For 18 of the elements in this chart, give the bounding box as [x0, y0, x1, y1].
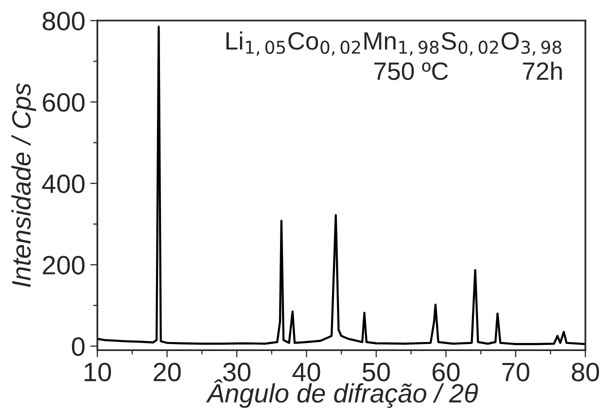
text: Li$_{1,05}$Co$_{0,02}$Mn$_{1,98}$S$_{0,02}$O$_{3,98}$	[226, 31, 562, 56]
annotation: 750 ºC	[374, 62, 448, 80]
y-tick-label: 0	[72, 337, 85, 356]
y-tick-label: 400	[42, 174, 85, 194]
x-tick-label: 20	[154, 362, 181, 382]
y-tick-label: 200	[42, 256, 85, 275]
annotation: 72h	[522, 62, 562, 80]
y-tick-label: 800	[42, 12, 85, 30]
y-tick-label: 600	[42, 93, 85, 112]
x-tick-label: 40	[292, 362, 320, 382]
x-tick-label: 30	[223, 362, 250, 382]
x-tick-label: 60	[432, 362, 460, 382]
x-tick-label: 70	[502, 362, 530, 382]
x-tick-label: 80	[572, 362, 600, 382]
x-tick-label: 50	[362, 362, 390, 382]
y-axis-title: Intensidade / Cps	[11, 83, 36, 288]
line-series	[97, 26, 586, 346]
x-tick-label: 10	[84, 362, 112, 382]
